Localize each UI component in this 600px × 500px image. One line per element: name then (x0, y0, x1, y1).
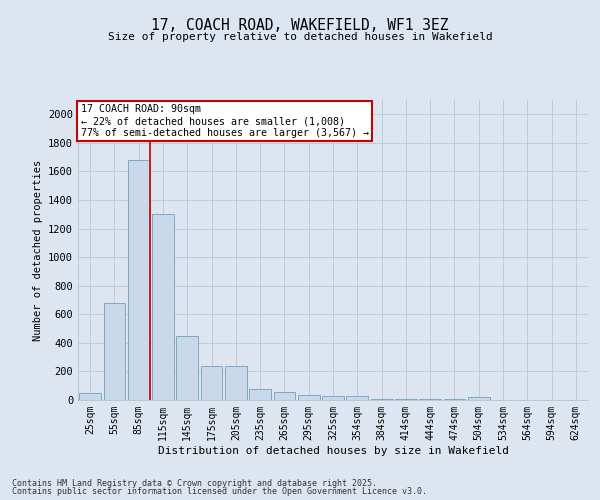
Text: Size of property relative to detached houses in Wakefield: Size of property relative to detached ho… (107, 32, 493, 42)
Bar (274, 392, 295, 400)
Bar (249, 388, 271, 400)
X-axis label: Distribution of detached houses by size in Wakefield: Distribution of detached houses by size … (157, 446, 509, 456)
Bar (79, 393, 101, 400)
Y-axis label: Number of detached properties: Number of detached properties (32, 160, 43, 340)
Bar (298, 395, 320, 400)
Bar (152, 214, 174, 400)
Text: 17, COACH ROAD, WAKEFIELD, WF1 3EZ: 17, COACH ROAD, WAKEFIELD, WF1 3EZ (151, 18, 449, 32)
Bar (346, 396, 368, 400)
Text: 17 COACH ROAD: 90sqm
← 22% of detached houses are smaller (1,008)
77% of semi-de: 17 COACH ROAD: 90sqm ← 22% of detached h… (80, 104, 368, 138)
Text: Contains public sector information licensed under the Open Government Licence v3: Contains public sector information licen… (12, 487, 427, 496)
Bar (128, 160, 149, 400)
Bar (225, 366, 247, 400)
Bar (322, 396, 344, 400)
Bar (395, 399, 417, 400)
Bar (104, 303, 125, 400)
Bar (176, 336, 198, 400)
Bar (468, 398, 490, 400)
Text: Contains HM Land Registry data © Crown copyright and database right 2025.: Contains HM Land Registry data © Crown c… (12, 478, 377, 488)
Bar (371, 398, 392, 400)
Bar (200, 366, 223, 400)
